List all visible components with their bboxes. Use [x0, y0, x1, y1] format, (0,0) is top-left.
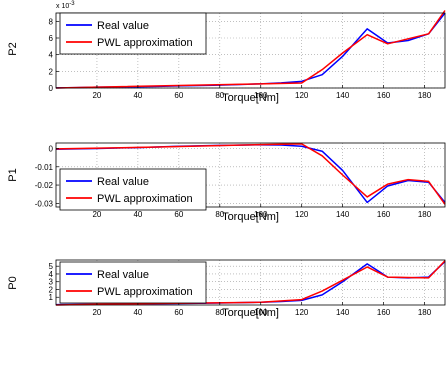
y-axis-label: P1 — [7, 168, 19, 181]
x-tick-label: 160 — [377, 308, 391, 317]
x-tick-label: 40 — [133, 91, 142, 100]
x-tick-label: 80 — [215, 210, 224, 219]
axis-multiplier: x 10-3 — [56, 1, 75, 10]
legend-label: Real value — [97, 269, 149, 281]
x-tick-label: 100 — [254, 91, 268, 100]
x-tick-label: 160 — [377, 91, 391, 100]
x-tick-label: 140 — [336, 308, 350, 317]
legend-box — [59, 12, 207, 55]
axis-multiplier-base: x 10 — [56, 3, 69, 10]
legend: Real value PWL approximation — [59, 168, 207, 211]
x-tick-label: 140 — [336, 210, 350, 219]
y-tick-label: 0 — [49, 144, 54, 153]
y-tick-label: 8 — [49, 17, 54, 26]
y-tick-label: -0.03 — [35, 199, 54, 208]
x-axis-label: Torque[Nm] — [222, 307, 279, 319]
x-tick-label: 20 — [92, 210, 101, 219]
x-tick-label: 60 — [174, 308, 183, 317]
series-line-pwl-approximation — [55, 143, 446, 205]
legend-box — [59, 168, 207, 211]
y-tick-label: -0.02 — [35, 181, 54, 190]
legend: Real value PWL approximation — [59, 12, 207, 55]
x-tick-label: 120 — [295, 308, 309, 317]
x-tick-label: 180 — [418, 210, 432, 219]
x-axis-label: Torque[Nm] — [222, 92, 279, 104]
x-tick-label: 60 — [174, 210, 183, 219]
axes-frame — [55, 142, 446, 208]
y-tick-label: 2 — [49, 285, 54, 294]
y-tick-label: 0 — [49, 84, 54, 93]
legend-label: Real value — [97, 20, 149, 32]
x-tick-label: 140 — [336, 91, 350, 100]
x-tick-label: 180 — [418, 91, 432, 100]
y-tick-label: 2 — [49, 67, 54, 76]
series-line-pwl-approximation — [55, 10, 446, 89]
x-axis-label: Torque[Nm] — [222, 211, 279, 223]
x-tick-label: 40 — [133, 308, 142, 317]
x-tick-label: 120 — [295, 91, 309, 100]
legend-label: PWL approximation — [97, 286, 193, 298]
x-tick-label: 60 — [174, 91, 183, 100]
y-tick-label: 3 — [49, 278, 54, 287]
y-tick-label: -0.01 — [35, 163, 54, 172]
x-tick-label: 20 — [92, 91, 101, 100]
x-tick-label: 160 — [377, 210, 391, 219]
y-tick-label: 4 — [49, 270, 54, 279]
y-tick-label: 1 — [49, 293, 54, 302]
y-axis-label: P2 — [7, 42, 19, 55]
legend-label: PWL approximation — [97, 37, 193, 49]
legend: Real value PWL approximation — [59, 261, 207, 304]
axis-multiplier-exponent: -3 — [69, 1, 75, 7]
legend-box — [59, 261, 207, 304]
chart-panel-1: 20 40 60 80 100 120 140 160 180 0 2 4 6 8 Torque[Nm] P2… — [7, 1, 446, 104]
legend-label: PWL approximation — [97, 193, 193, 205]
y-tick-label: 6 — [49, 34, 54, 43]
x-tick-label: 100 — [254, 210, 268, 219]
x-tick-label: 80 — [215, 308, 224, 317]
x-tick-label: 180 — [418, 308, 432, 317]
y-axis-label: P0 — [7, 276, 19, 289]
x-tick-label: 20 — [92, 308, 101, 317]
legend-label: Real value — [97, 176, 149, 188]
x-tick-label: 120 — [295, 210, 309, 219]
y-tick-label: 5 — [49, 262, 54, 271]
y-tick-label: 4 — [49, 51, 54, 60]
x-tick-label: 100 — [254, 308, 268, 317]
x-tick-label: 40 — [133, 210, 142, 219]
axes-frame — [55, 259, 446, 306]
chart-panel-2: 20 40 60 80 100 120 140 160 180 0 -0.01 -0.02 -0.03 T… — [7, 142, 446, 223]
axes-frame — [55, 12, 446, 89]
x-tick-label: 80 — [215, 91, 224, 100]
